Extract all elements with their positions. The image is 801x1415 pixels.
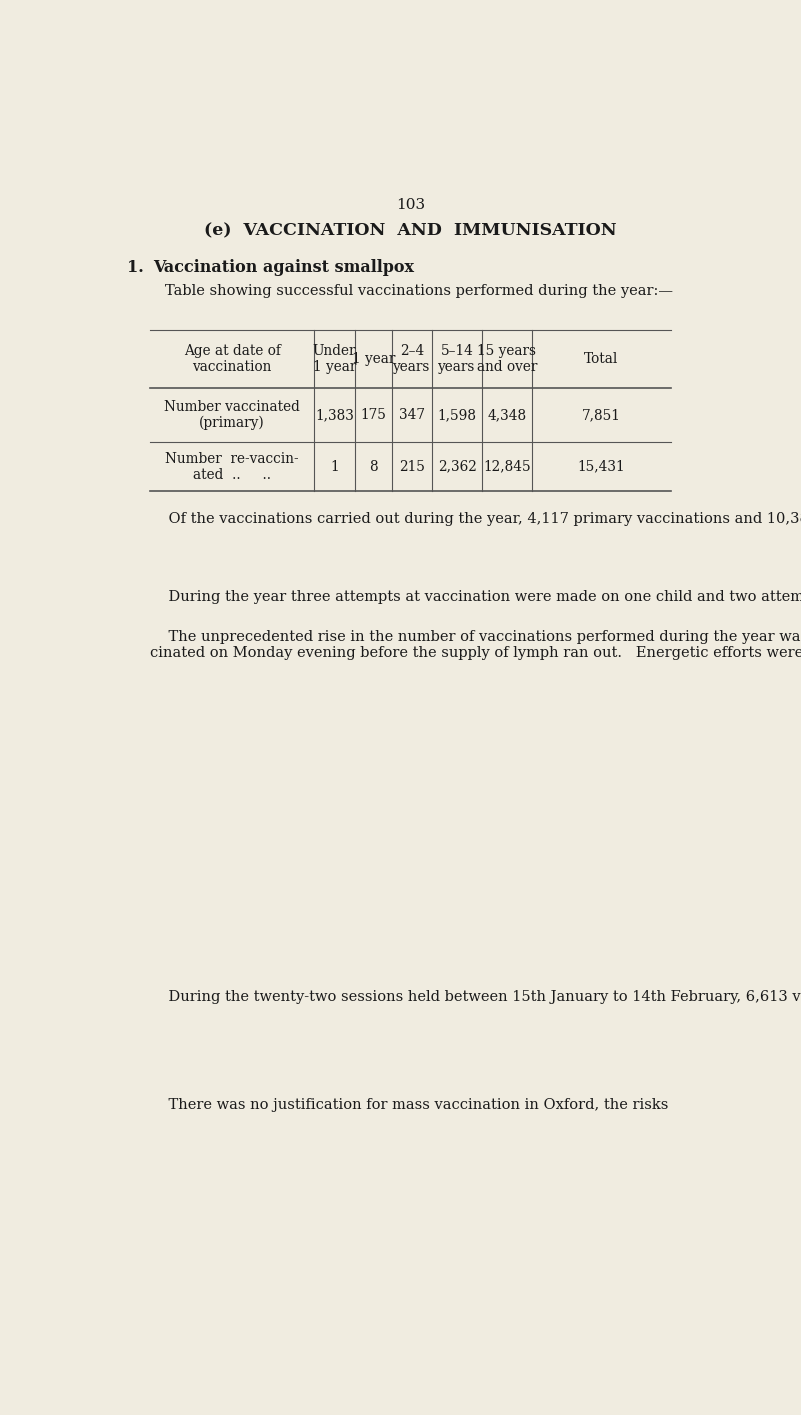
Text: During the twenty-two sessions held between 15th January to 14th February, 6,613: During the twenty-two sessions held betw… xyxy=(150,989,801,1003)
Text: 1,383: 1,383 xyxy=(315,408,354,422)
Text: Table showing successful vaccinations performed during the year:—: Table showing successful vaccinations pe… xyxy=(165,284,674,299)
Text: 175: 175 xyxy=(360,408,386,422)
Text: 1: 1 xyxy=(330,460,339,474)
Text: 15 years
and over: 15 years and over xyxy=(477,344,537,374)
Text: 7,851: 7,851 xyxy=(582,408,621,422)
Text: (e)  VACCINATION  AND  IMMUNISATION: (e) VACCINATION AND IMMUNISATION xyxy=(204,222,617,239)
Text: Number  re-vaccin-
ated  ..     ..: Number re-vaccin- ated .. .. xyxy=(165,451,299,481)
Text: 347: 347 xyxy=(399,408,425,422)
Text: 2,362: 2,362 xyxy=(437,460,477,474)
Text: 1.: 1. xyxy=(127,259,143,276)
Text: 4,348: 4,348 xyxy=(487,408,526,422)
Text: Total: Total xyxy=(584,352,618,366)
Text: 1 year: 1 year xyxy=(352,352,395,366)
Text: 1,598: 1,598 xyxy=(437,408,477,422)
Text: 8: 8 xyxy=(369,460,377,474)
Text: 103: 103 xyxy=(396,198,425,212)
Text: The unprecedented rise in the number of vaccinations performed during the year w: The unprecedented rise in the number of … xyxy=(150,630,801,659)
Text: Vaccination against smallpox: Vaccination against smallpox xyxy=(153,259,414,276)
Text: 15,431: 15,431 xyxy=(578,460,626,474)
Text: There was no justification for mass vaccination in Oxford, the risks: There was no justification for mass vacc… xyxy=(150,1098,668,1112)
Text: 215: 215 xyxy=(399,460,425,474)
Text: 5–14
years: 5–14 years xyxy=(438,344,476,374)
Text: Number vaccinated
(primary): Number vaccinated (primary) xyxy=(164,399,300,430)
Text: 12,845: 12,845 xyxy=(483,460,530,474)
Text: Of the vaccinations carried out during the year, 4,117 primary vaccinations and : Of the vaccinations carried out during t… xyxy=(150,512,801,526)
Text: During the year three attempts at vaccination were made on one child and two att: During the year three attempts at vaccin… xyxy=(150,590,801,604)
Text: 2–4
years: 2–4 years xyxy=(393,344,431,374)
Text: Age at date of
vaccination: Age at date of vaccination xyxy=(183,344,280,374)
Text: Under
1 year: Under 1 year xyxy=(312,344,356,374)
